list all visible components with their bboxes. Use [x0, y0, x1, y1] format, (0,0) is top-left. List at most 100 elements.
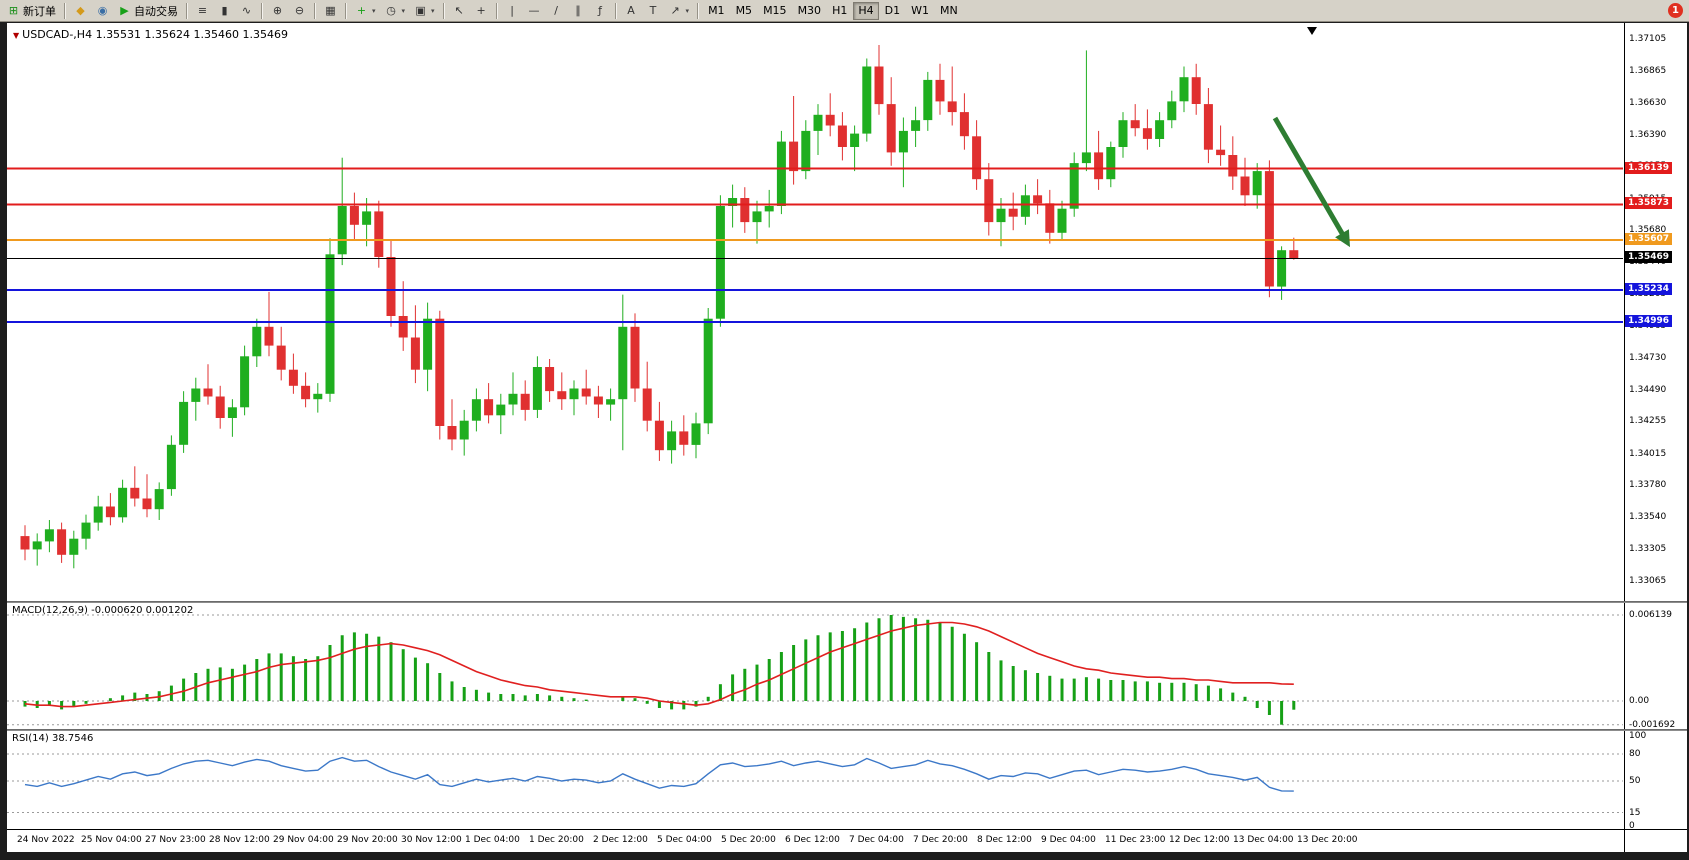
macd-axis-label: -0.001692 — [1629, 719, 1676, 730]
tile-windows-button[interactable]: ▦ — [320, 2, 341, 20]
price-chart-canvas[interactable] — [7, 23, 1623, 852]
candlestick-icon: ▮ — [221, 4, 228, 17]
timeframe-h1-button[interactable]: H1 — [827, 2, 852, 20]
bar-chart-button[interactable]: ≡ — [192, 2, 213, 20]
toolbar-separator — [345, 2, 347, 19]
templates-button[interactable]: ▣ ▾ — [410, 2, 439, 20]
indicators-button[interactable]: + ▾ — [351, 2, 380, 20]
time-tick-label: 11 Dec 23:00 — [1105, 835, 1166, 845]
price-tick-label: 1.34255 — [1629, 416, 1667, 427]
periods-button[interactable]: ◷ ▾ — [381, 2, 410, 20]
line-chart-button[interactable]: ∿ — [236, 2, 257, 20]
candlestick-chart-button[interactable]: ▮ — [214, 2, 235, 20]
rsi-line — [24, 756, 1294, 792]
time-tick-label: 27 Nov 23:00 — [145, 835, 206, 845]
price-tick-label: 1.33305 — [1629, 543, 1667, 554]
metaeditor-button[interactable]: ◆ — [70, 2, 91, 20]
toolbar-separator — [186, 2, 188, 19]
dropdown-caret-icon: ▾ — [372, 6, 376, 15]
time-tick-label: 29 Nov 04:00 — [273, 835, 334, 845]
toolbar-separator — [697, 2, 700, 19]
macd-signal-line — [24, 621, 1294, 708]
time-tick-label: 6 Dec 12:00 — [785, 835, 840, 845]
new-order-button[interactable]: ⊞ 新订单 — [3, 2, 60, 20]
vertical-line-button[interactable]: | — [502, 2, 523, 20]
channel-button[interactable]: ∥ — [568, 2, 589, 20]
time-tick-label: 1 Dec 04:00 — [465, 835, 520, 845]
time-tick-label: 13 Dec 04:00 — [1233, 835, 1294, 845]
timeframe-m30-button[interactable]: M30 — [793, 2, 827, 20]
toolbar-separator — [614, 2, 617, 19]
rsi-axis-label: 0 — [1629, 821, 1635, 831]
time-tick-label: 5 Dec 04:00 — [657, 835, 712, 845]
text-label-button[interactable]: T — [643, 2, 664, 20]
indicator-plus-icon: + — [356, 4, 367, 17]
time-tick-label: 30 Nov 12:00 — [401, 835, 462, 845]
time-axis-separator — [7, 829, 1687, 830]
text-button[interactable]: A — [621, 2, 642, 20]
arrows-button[interactable]: ↗ ▾ — [665, 2, 694, 20]
toolbar: ⊞ 新订单 ◆ ◉ ▶ 自动交易 ≡ ▮ ∿ ⊕ ⊖ ▦ + ▾ ◷ ▾ ▣ ▾ ↖ + | — / ∥ ƒ A T ↗ ▾ M1 M5 M1… — [0, 0, 1689, 22]
rsi-panel-splitter[interactable] — [7, 729, 1687, 731]
notification-badge[interactable]: 1 — [1668, 3, 1683, 18]
trendline-icon: / — [554, 4, 558, 17]
timeframe-m15-button-label: M15 — [763, 4, 787, 17]
fibonacci-icon: ƒ — [598, 4, 602, 17]
metaeditor-icon: ◆ — [76, 4, 85, 17]
price-tick-label: 1.33780 — [1629, 480, 1667, 491]
time-tick-label: 24 Nov 2022 — [17, 835, 75, 845]
crosshair-icon: + — [476, 4, 486, 17]
horizontal-line-button[interactable]: — — [524, 2, 545, 20]
trend-arrow-annotation[interactable] — [1272, 116, 1346, 237]
zoom-in-icon: ⊕ — [272, 4, 283, 17]
rsi-axis-label: 80 — [1629, 749, 1641, 759]
timeframe-m5-button[interactable]: M5 — [731, 2, 758, 20]
timeframe-d1-button[interactable]: D1 — [880, 2, 905, 20]
fibonacci-button[interactable]: ƒ — [590, 2, 611, 20]
zoom-out-button[interactable]: ⊖ — [289, 2, 310, 20]
time-tick-label: 2 Dec 12:00 — [593, 835, 648, 845]
price-tick-label: 1.36630 — [1629, 97, 1667, 108]
crosshair-button[interactable]: + — [471, 2, 492, 20]
price-tick-label: 1.34015 — [1629, 448, 1667, 459]
text-icon: A — [627, 4, 635, 17]
price-tick-label: 1.35680 — [1629, 225, 1667, 236]
chart-window: ▼ USDCAD-,H4 1.35531 1.35624 1.35460 1.35… — [7, 23, 1687, 852]
level-price-label-1.35607: 1.35607 — [1625, 232, 1672, 245]
toolbar-separator — [495, 2, 498, 19]
zoom-in-button[interactable]: ⊕ — [267, 2, 288, 20]
price-tick-label: 1.36865 — [1629, 66, 1667, 77]
symbol-marker-icon: ▼ — [13, 31, 20, 40]
timeframe-mn-button-label: MN — [939, 4, 958, 17]
community-button[interactable]: ◉ — [92, 2, 113, 20]
time-axis[interactable]: 24 Nov 2022 25 Nov 04:00 27 Nov 23:00 28 No… — [7, 830, 1623, 852]
price-axis[interactable]: 1.371051.368651.366301.363901.361551.359… — [1624, 23, 1687, 852]
toolbar-separator — [64, 2, 66, 19]
timeframe-mn-button[interactable]: MN — [935, 2, 963, 20]
chart-plot-area[interactable]: ▼ USDCAD-,H4 1.35531 1.35624 1.35460 1.35… — [7, 23, 1623, 852]
chart-title: ▼ USDCAD-,H4 1.35531 1.35624 1.35460 1.35… — [13, 28, 288, 41]
candlestick-series — [20, 45, 1299, 569]
toolbar-separator — [314, 2, 316, 19]
tile-windows-icon: ▦ — [325, 4, 336, 17]
channel-icon: ∥ — [575, 4, 581, 17]
level-price-label-1.35234: 1.35234 — [1625, 283, 1672, 295]
timeframe-m15-button[interactable]: M15 — [758, 2, 792, 20]
template-icon: ▣ — [415, 4, 426, 17]
timeframe-w1-button[interactable]: W1 — [906, 2, 934, 20]
price-tick-label: 1.36390 — [1629, 129, 1667, 140]
level-price-label-1.35469: 1.35469 — [1625, 251, 1672, 264]
level-price-label-1.36139: 1.36139 — [1625, 161, 1672, 174]
timeframe-h4-button[interactable]: H4 — [853, 1, 879, 20]
cursor-button[interactable]: ↖ — [449, 2, 470, 20]
text-label-icon: T — [649, 4, 657, 17]
time-tick-label: 5 Dec 20:00 — [721, 835, 776, 845]
macd-panel-splitter[interactable] — [7, 601, 1687, 603]
chart-shift-marker-icon — [1307, 27, 1317, 35]
trendline-button[interactable]: / — [546, 2, 567, 20]
timeframe-m1-button[interactable]: M1 — [703, 2, 730, 20]
level-price-label-1.35873: 1.35873 — [1625, 197, 1672, 210]
price-tick-label: 1.37105 — [1629, 34, 1667, 44]
auto-trading-button[interactable]: ▶ 自动交易 — [114, 2, 182, 20]
